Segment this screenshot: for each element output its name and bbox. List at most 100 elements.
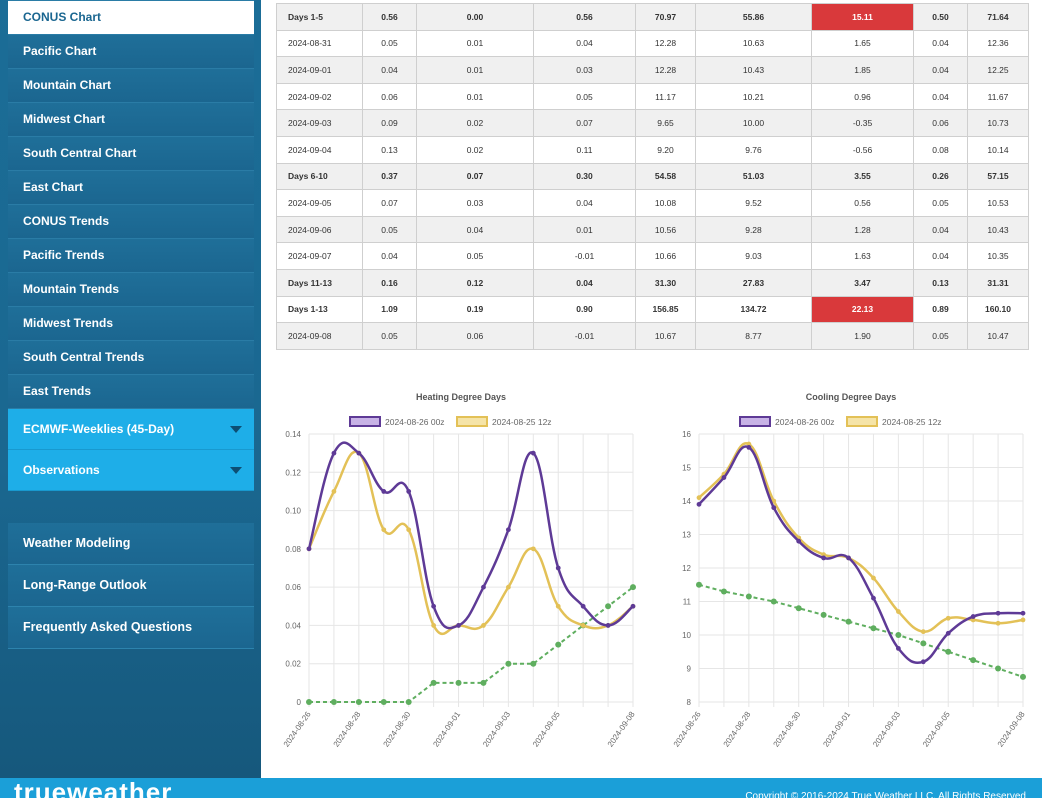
x-tick-label: 2024-09-05 bbox=[531, 710, 562, 749]
sidebar-item-mountain-trends[interactable]: Mountain Trends bbox=[8, 273, 254, 307]
sidebar-item-midwest-trends[interactable]: Midwest Trends bbox=[8, 307, 254, 341]
data-point bbox=[995, 620, 1001, 626]
caret-down-icon bbox=[230, 467, 242, 474]
table-cell: 2024-09-05 bbox=[276, 189, 363, 217]
table-cell: 31.31 bbox=[967, 268, 1029, 297]
table-cell: 9.28 bbox=[695, 215, 812, 244]
data-point bbox=[1020, 673, 1026, 680]
table-cell: 1.85 bbox=[811, 56, 914, 84]
table-cell: 54.58 bbox=[635, 162, 696, 191]
y-tick-label: 14 bbox=[682, 497, 691, 506]
table-cell: 0.01 bbox=[416, 82, 534, 111]
table-cell: -0.56 bbox=[811, 135, 914, 164]
table-cell: 0.06 bbox=[362, 82, 417, 111]
table-cell: 10.66 bbox=[635, 242, 696, 270]
data-point bbox=[455, 679, 462, 686]
sidebar-item-south-central-chart[interactable]: South Central Chart bbox=[8, 137, 254, 171]
x-tick-label: 2024-08-26 bbox=[282, 710, 313, 749]
y-tick-label: 0.06 bbox=[285, 583, 301, 592]
data-point bbox=[355, 699, 362, 705]
data-point bbox=[505, 527, 511, 533]
table-cell: 10.73 bbox=[967, 109, 1029, 137]
sidebar-item-east-trends[interactable]: East Trends bbox=[8, 375, 254, 409]
y-tick-label: 0 bbox=[297, 698, 302, 707]
table-cell: 0.01 bbox=[533, 215, 636, 244]
table-row: Days 1-13 1.09 0.19 0.90 156.85 134.72 22.13 0.… bbox=[276, 295, 1029, 324]
data-point bbox=[920, 640, 927, 647]
table-cell: 10.35 bbox=[967, 242, 1029, 270]
table-cell: 0.00 bbox=[416, 3, 534, 31]
table-cell: 0.11 bbox=[533, 135, 636, 164]
table-cell: 8.77 bbox=[695, 322, 812, 350]
sidebar-item-ecmwf-ensemble[interactable]: ECMWF-Ensemble bbox=[8, 0, 254, 1]
table-cell: 0.13 bbox=[913, 268, 968, 297]
sidebar-item-midwest-chart[interactable]: Midwest Chart bbox=[8, 103, 254, 137]
table-row: 2024-09-05 0.07 0.03 0.04 10.08 9.52 0.56 0.05 1… bbox=[276, 189, 1029, 217]
data-point bbox=[970, 617, 976, 623]
data-point bbox=[406, 489, 412, 494]
x-tick-label: 2024-08-30 bbox=[771, 710, 802, 749]
series-line bbox=[698, 583, 1024, 678]
data-point bbox=[431, 603, 437, 609]
data-point bbox=[580, 623, 586, 628]
data-point bbox=[770, 598, 777, 605]
data-point bbox=[331, 450, 337, 456]
table-cell: 10.08 bbox=[635, 189, 696, 217]
sidebar-item-pacific-chart[interactable]: Pacific Chart bbox=[8, 35, 254, 69]
data-point bbox=[1020, 610, 1026, 616]
caret-down-icon bbox=[230, 426, 242, 433]
x-tick-label: 2024-09-01 bbox=[821, 710, 852, 749]
table-cell: 10.00 bbox=[695, 109, 812, 137]
table-cell: 9.76 bbox=[695, 135, 812, 164]
table-cell: 0.05 bbox=[416, 242, 534, 270]
table-cell: 0.56 bbox=[811, 189, 914, 217]
sidebar-group-label: Observations bbox=[23, 463, 100, 477]
table-cell: 27.83 bbox=[695, 268, 812, 297]
sidebar-item-south-central-trends[interactable]: South Central Trends bbox=[8, 341, 254, 375]
sidebar-group-ecmwf-weeklies-45-day[interactable]: ECMWF-Weeklies (45-Day) bbox=[8, 409, 254, 450]
x-tick-label: 2024-08-26 bbox=[672, 710, 703, 749]
sidebar-item-pacific-trends[interactable]: Pacific Trends bbox=[8, 239, 254, 273]
data-point bbox=[745, 593, 752, 600]
table-cell: 0.01 bbox=[416, 56, 534, 84]
sidebar-group-observations[interactable]: Observations bbox=[8, 450, 254, 491]
data-point bbox=[870, 625, 877, 632]
table-cell: 0.09 bbox=[362, 109, 417, 137]
sidebar-link-frequently-asked-questions[interactable]: Frequently Asked Questions bbox=[8, 607, 254, 649]
table-cell: 0.04 bbox=[913, 82, 968, 111]
table-row: 2024-09-03 0.09 0.02 0.07 9.65 10.00 -0.35 0.06… bbox=[276, 109, 1029, 137]
data-point bbox=[895, 609, 901, 614]
table-cell: 71.64 bbox=[967, 3, 1029, 31]
sidebar-item-mountain-chart[interactable]: Mountain Chart bbox=[8, 69, 254, 103]
sidebar-item-conus-trends[interactable]: CONUS Trends bbox=[8, 205, 254, 239]
legend-swatch bbox=[739, 416, 771, 427]
table-cell: 1.28 bbox=[811, 215, 914, 244]
table-cell: 0.04 bbox=[913, 56, 968, 84]
data-point bbox=[970, 657, 977, 664]
sidebar-link-long-range-outlook[interactable]: Long-Range Outlook bbox=[8, 565, 254, 607]
table-cell: 0.96 bbox=[811, 82, 914, 111]
data-point bbox=[555, 565, 561, 571]
table-cell: 3.55 bbox=[811, 162, 914, 191]
data-point bbox=[580, 603, 586, 609]
data-point bbox=[431, 623, 437, 628]
sidebar-link-weather-modeling[interactable]: Weather Modeling bbox=[8, 523, 254, 565]
x-tick-label: 2024-08-30 bbox=[381, 710, 412, 749]
table-cell: 0.05 bbox=[533, 82, 636, 111]
data-point bbox=[721, 475, 727, 480]
table-cell: 10.53 bbox=[967, 189, 1029, 217]
table-row: 2024-09-07 0.04 0.05 -0.01 10.66 9.03 1.63 0.04… bbox=[276, 242, 1029, 270]
sidebar-item-conus-chart[interactable]: CONUS Chart bbox=[8, 1, 254, 35]
data-point bbox=[1020, 617, 1026, 623]
sidebar-links: Weather Modeling Long-Range Outlook Freque… bbox=[8, 523, 254, 649]
table-cell: 0.90 bbox=[533, 295, 636, 324]
data-point bbox=[696, 581, 702, 588]
sidebar-item-east-chart[interactable]: East Chart bbox=[8, 171, 254, 205]
legend-label: 2024-08-25 12z bbox=[882, 417, 942, 427]
table-cell: 10.67 bbox=[635, 322, 696, 350]
legend-label: 2024-08-25 12z bbox=[492, 417, 552, 427]
table-cell: 0.16 bbox=[362, 268, 417, 297]
table-cell: 10.43 bbox=[695, 56, 812, 84]
footer-logo[interactable]: trueweather bbox=[14, 782, 173, 798]
data-point bbox=[630, 584, 636, 591]
